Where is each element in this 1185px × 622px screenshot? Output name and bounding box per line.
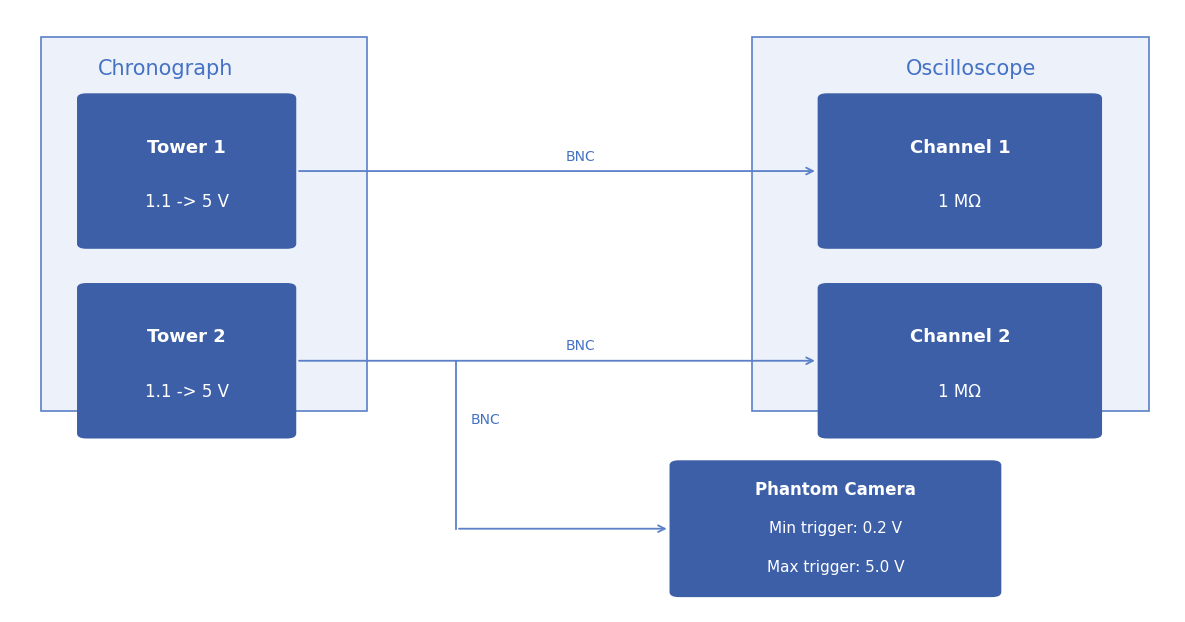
Text: BNC: BNC	[565, 149, 596, 164]
Text: 1.1 -> 5 V: 1.1 -> 5 V	[145, 383, 229, 401]
Text: Phantom Camera: Phantom Camera	[755, 481, 916, 499]
Text: Tower 1: Tower 1	[147, 139, 226, 157]
Text: 1.1 -> 5 V: 1.1 -> 5 V	[145, 193, 229, 211]
Text: Min trigger: 0.2 V: Min trigger: 0.2 V	[769, 521, 902, 536]
Text: Channel 2: Channel 2	[910, 328, 1010, 346]
Text: 1 MΩ: 1 MΩ	[939, 193, 981, 211]
FancyBboxPatch shape	[818, 93, 1102, 249]
Bar	[41, 37, 367, 411]
FancyBboxPatch shape	[818, 283, 1102, 439]
Text: BNC: BNC	[470, 413, 500, 427]
Text: Oscilloscope: Oscilloscope	[905, 59, 1036, 79]
Bar	[752, 37, 1149, 411]
Text: Chronograph: Chronograph	[97, 59, 233, 79]
Text: 1 MΩ: 1 MΩ	[939, 383, 981, 401]
Text: Tower 2: Tower 2	[147, 328, 226, 346]
FancyBboxPatch shape	[77, 93, 296, 249]
FancyBboxPatch shape	[670, 460, 1001, 597]
Text: BNC: BNC	[565, 339, 596, 353]
Text: Channel 1: Channel 1	[910, 139, 1010, 157]
FancyBboxPatch shape	[77, 283, 296, 439]
Text: Max trigger: 5.0 V: Max trigger: 5.0 V	[767, 560, 904, 575]
